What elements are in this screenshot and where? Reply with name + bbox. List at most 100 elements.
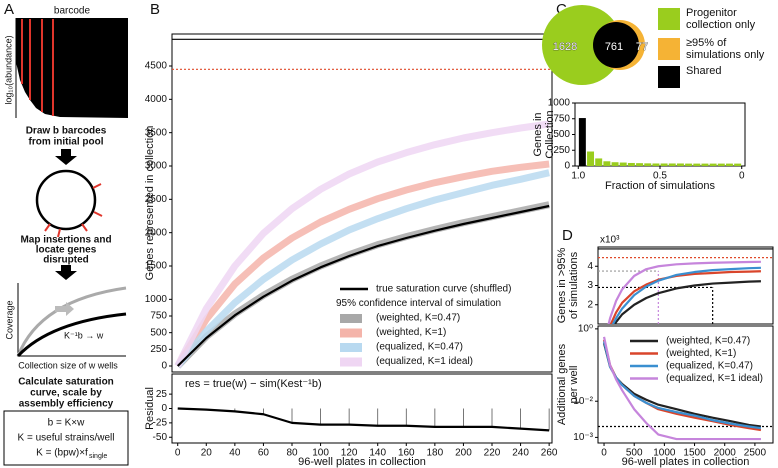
legend-label: (equalized, K=1 ideal) [376,356,473,367]
legend-label: Progenitor collection only [686,7,756,31]
x-tick-label: 220 [484,448,501,459]
x-tick-label: 40 [229,448,241,459]
y-tick-label: 750 [150,311,167,322]
abundance-curve [16,62,128,118]
definition-subscript: single [89,453,107,460]
y-tick-label: 3 [587,280,593,291]
x-tick-label: 1000 [653,448,676,459]
y-tick-label: 10⁻³ [573,432,593,443]
legend-swatch [658,8,680,30]
arrow [55,302,74,316]
x-tick-label: 1.0 [571,171,585,182]
series-line [607,260,761,324]
histogram-bar [595,158,603,166]
axis-label: log₁₀(abundance) [3,35,13,104]
confidence-band [174,120,550,368]
histogram-bar [709,163,717,166]
legend-label: (equalized, K=0.47) [376,342,463,353]
x-axis-label: 96-well plates in collection [298,456,426,468]
histogram-bar [734,163,742,166]
plot-frame [171,33,553,373]
x-tick-label: 200 [455,448,472,459]
histogram-bar [578,118,586,166]
panel-label: D [562,227,573,244]
y-tick-label: 1000 [145,294,168,305]
definition: K = (bpw)×f [36,448,88,459]
y-tick-label: 750 [553,113,570,124]
y-tick-label: 4000 [145,94,168,105]
x-tick-label: 240 [512,448,529,459]
venn-count: 761 [605,41,623,53]
y-tick-label: 10⁻² [573,396,593,407]
histogram-bar [676,163,684,166]
coverage-curve [16,286,127,357]
histogram-bar [693,163,701,166]
legend-swatch [340,343,362,352]
panel-label: A [4,1,14,18]
histogram-bar [587,151,595,166]
axis-multiplier: x10³ [600,235,620,246]
series-line [611,266,761,324]
y-tick-label: 3500 [145,127,168,138]
y-tick-label: 250 [553,145,570,156]
x-tick-label: 180 [427,448,444,459]
x-tick-label: 60 [258,448,270,459]
legend-label: (weighted, K=0.47) [376,313,460,324]
histogram-bar [652,163,660,166]
y-tick-label: 0 [161,361,167,372]
x-tick-label: 260 [541,448,558,459]
y-axis-label: Additional genes [556,343,568,425]
y-tick-label: 3000 [145,161,168,172]
confidence-band [175,201,550,369]
y-tick-label: 2 [587,299,593,310]
plot-frame [574,102,746,167]
y-axis-label: of simulations [568,251,580,319]
venn-set [593,22,639,68]
y-axis-label: Genes in [532,112,544,156]
y-tick-label: 250 [150,344,167,355]
legend-swatch [340,328,362,338]
y-tick-label: 2000 [145,227,168,238]
panel-label: B [150,1,160,18]
legend-swatch [658,66,680,88]
plot-area [172,38,552,369]
axis [17,283,126,357]
histogram-bar [685,163,693,166]
venn-count: 1628 [553,41,577,53]
legend-title: 95% confidence interval of simulation [336,298,501,309]
x-tick-label: 2000 [714,448,737,459]
x-tick-label: 0 [601,448,607,459]
step-text: assembly efficiency [19,399,114,410]
axis-label: Coverage [4,300,14,339]
histogram-bar [611,162,619,166]
x-tick-label: 160 [398,448,415,459]
x-tick-label: 20 [201,448,213,459]
x-tick-label: 500 [626,448,643,459]
y-tick-label: 500 [150,327,167,338]
legend-label: true saturation curve (shuffled) [376,284,511,295]
histogram-bar [725,163,733,166]
step-text: disrupted [43,255,89,266]
insertions [44,183,103,238]
confidence-band [174,160,550,368]
series-line [176,204,550,367]
legend-label: (weighted, K=1) [376,327,446,338]
arrow [55,149,77,165]
coverage-curve [16,312,127,358]
y-tick-label: 10⁰ [578,324,593,335]
definition-box [3,410,129,466]
histogram-bar [668,163,676,166]
arrow [55,265,77,280]
confidence-band [175,169,550,369]
step-text: Calculate saturation [18,377,114,388]
x-tick-label: 140 [369,448,386,459]
legend-label: ≥95% of simulations only [686,37,765,61]
plot-area [177,407,550,432]
venn-count: 77 [636,41,648,53]
series-line [177,407,550,432]
y-tick-label: -25 [153,418,168,429]
legend-label: (equalized, K=0.47) [666,361,753,372]
y-tick-label: 2500 [145,194,168,205]
y-axis-label: Genes represented in collection [144,126,156,281]
